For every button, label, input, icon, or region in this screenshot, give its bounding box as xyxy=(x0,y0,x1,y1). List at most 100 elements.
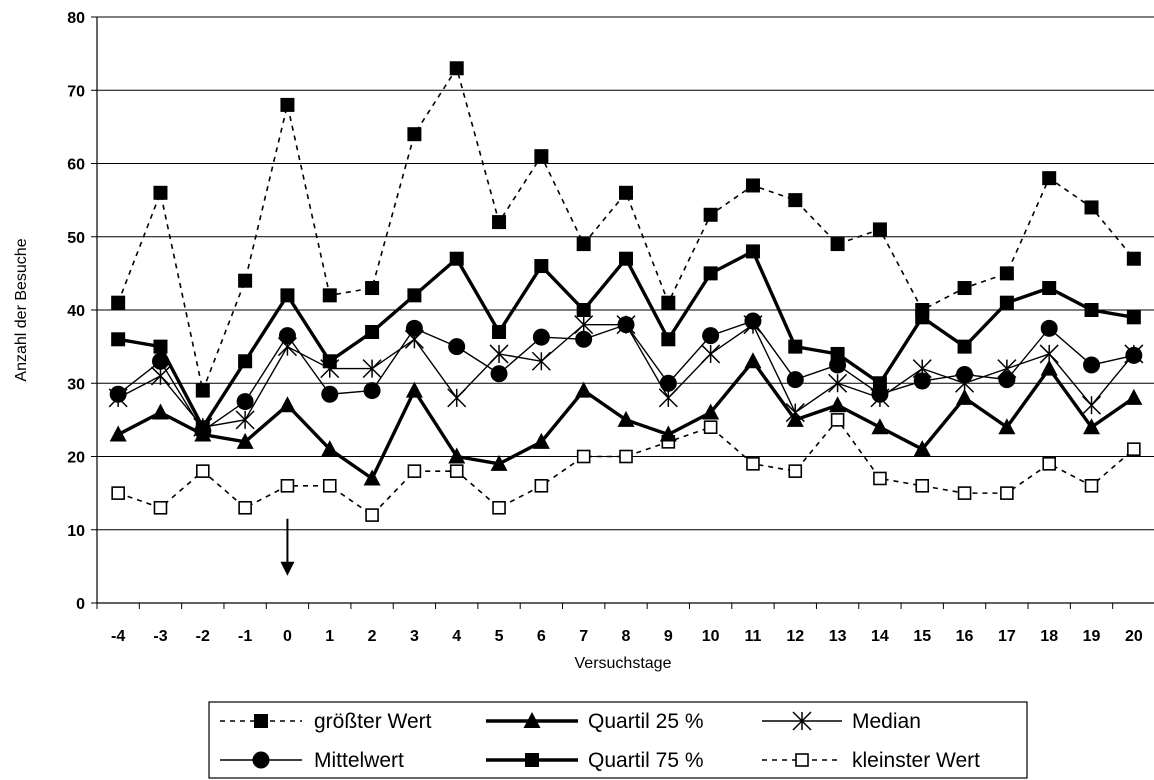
data-point xyxy=(999,295,1014,310)
data-point xyxy=(871,418,889,435)
x-tick-label: 12 xyxy=(786,628,804,645)
data-point xyxy=(661,295,676,310)
series-line xyxy=(117,66,1135,394)
data-point xyxy=(111,332,126,347)
data-point xyxy=(744,352,762,369)
series-größter-wert xyxy=(111,61,1141,398)
y-tick-label: 30 xyxy=(67,376,85,393)
legend-box xyxy=(208,701,1028,779)
data-point xyxy=(830,346,845,361)
legend-item: Mittelwert xyxy=(220,749,404,772)
data-point xyxy=(702,403,720,420)
data-point xyxy=(1127,442,1141,456)
data-point xyxy=(150,366,171,386)
data-point xyxy=(362,359,382,379)
data-point xyxy=(153,185,168,200)
legend-item: Quartil 75 % xyxy=(486,749,704,772)
data-point xyxy=(1084,478,1099,493)
data-point xyxy=(365,508,379,522)
data-point xyxy=(1125,388,1143,405)
data-point xyxy=(363,469,381,486)
data-point xyxy=(534,259,549,274)
data-point xyxy=(957,281,972,296)
legend-marker xyxy=(525,753,539,767)
legend-marker xyxy=(792,711,812,731)
x-tick-label: 11 xyxy=(744,628,761,645)
data-point xyxy=(449,61,464,76)
data-point xyxy=(1040,319,1058,337)
data-point xyxy=(534,478,549,493)
data-point xyxy=(703,420,718,435)
legend-item: Quartil 25 % xyxy=(486,710,704,733)
data-point xyxy=(278,327,296,345)
data-point xyxy=(786,371,804,389)
data-point xyxy=(998,371,1016,389)
data-point xyxy=(322,354,337,369)
legend-marker xyxy=(254,714,268,728)
data-point xyxy=(322,478,337,493)
data-point xyxy=(490,454,508,471)
legend-item: kleinster Wert xyxy=(762,749,980,772)
data-point xyxy=(407,288,422,303)
series-quartil-25- xyxy=(109,352,1143,486)
y-tick-label: 0 xyxy=(76,596,85,613)
series-kleinster-wert xyxy=(111,413,1141,522)
data-point xyxy=(1042,171,1057,186)
data-point xyxy=(1081,395,1102,415)
data-point xyxy=(788,464,803,478)
x-tick-label: 14 xyxy=(871,628,889,645)
x-tick-label: 16 xyxy=(956,628,974,645)
x-tick-label: -2 xyxy=(196,628,210,645)
x-tick-label: 19 xyxy=(1083,628,1101,645)
data-point xyxy=(661,332,676,347)
data-point xyxy=(492,324,507,339)
data-point xyxy=(238,500,252,515)
data-point xyxy=(153,500,168,515)
x-tick-label: 13 xyxy=(829,628,847,645)
data-point xyxy=(702,327,720,345)
data-point xyxy=(492,215,507,230)
data-point xyxy=(1084,303,1099,317)
data-point xyxy=(999,266,1014,281)
data-point xyxy=(109,425,127,442)
data-point xyxy=(280,97,295,112)
data-point xyxy=(321,440,339,457)
legend-label: Median xyxy=(852,710,921,733)
data-point xyxy=(1040,359,1058,376)
x-axis-title: Versuchstage xyxy=(575,655,672,672)
data-point xyxy=(830,237,845,252)
y-tick-label: 50 xyxy=(67,230,85,247)
x-tick-label: -4 xyxy=(111,628,125,645)
data-point xyxy=(788,339,803,354)
x-tick-label: 0 xyxy=(283,628,292,645)
x-tick-label: 1 xyxy=(325,628,334,645)
legend-label: Quartil 75 % xyxy=(588,749,704,772)
axes xyxy=(91,16,1154,609)
data-point xyxy=(449,251,464,266)
data-point xyxy=(534,149,549,164)
y-tick-label: 20 xyxy=(67,450,85,467)
data-point xyxy=(489,344,509,364)
y-tick-labels: 0 10 20 30 40 50 60 70 80 xyxy=(67,10,85,613)
data-point xyxy=(196,464,210,478)
data-point xyxy=(873,471,887,486)
x-tick-label: 20 xyxy=(1125,628,1143,645)
data-point xyxy=(703,266,718,281)
data-point xyxy=(447,388,467,408)
data-point xyxy=(574,315,594,335)
data-point xyxy=(490,365,508,383)
data-point xyxy=(703,207,718,222)
data-point xyxy=(998,418,1016,435)
data-point xyxy=(576,303,591,317)
data-point xyxy=(1000,486,1014,500)
legend-marker xyxy=(523,712,541,728)
data-point xyxy=(1126,310,1141,325)
legend-item: Median xyxy=(762,710,921,733)
data-point xyxy=(913,440,931,457)
data-point xyxy=(915,310,930,325)
data-point xyxy=(912,359,932,379)
legend-marker xyxy=(252,751,270,769)
data-point xyxy=(997,359,1017,379)
data-point xyxy=(1042,281,1057,296)
data-point xyxy=(365,281,380,296)
